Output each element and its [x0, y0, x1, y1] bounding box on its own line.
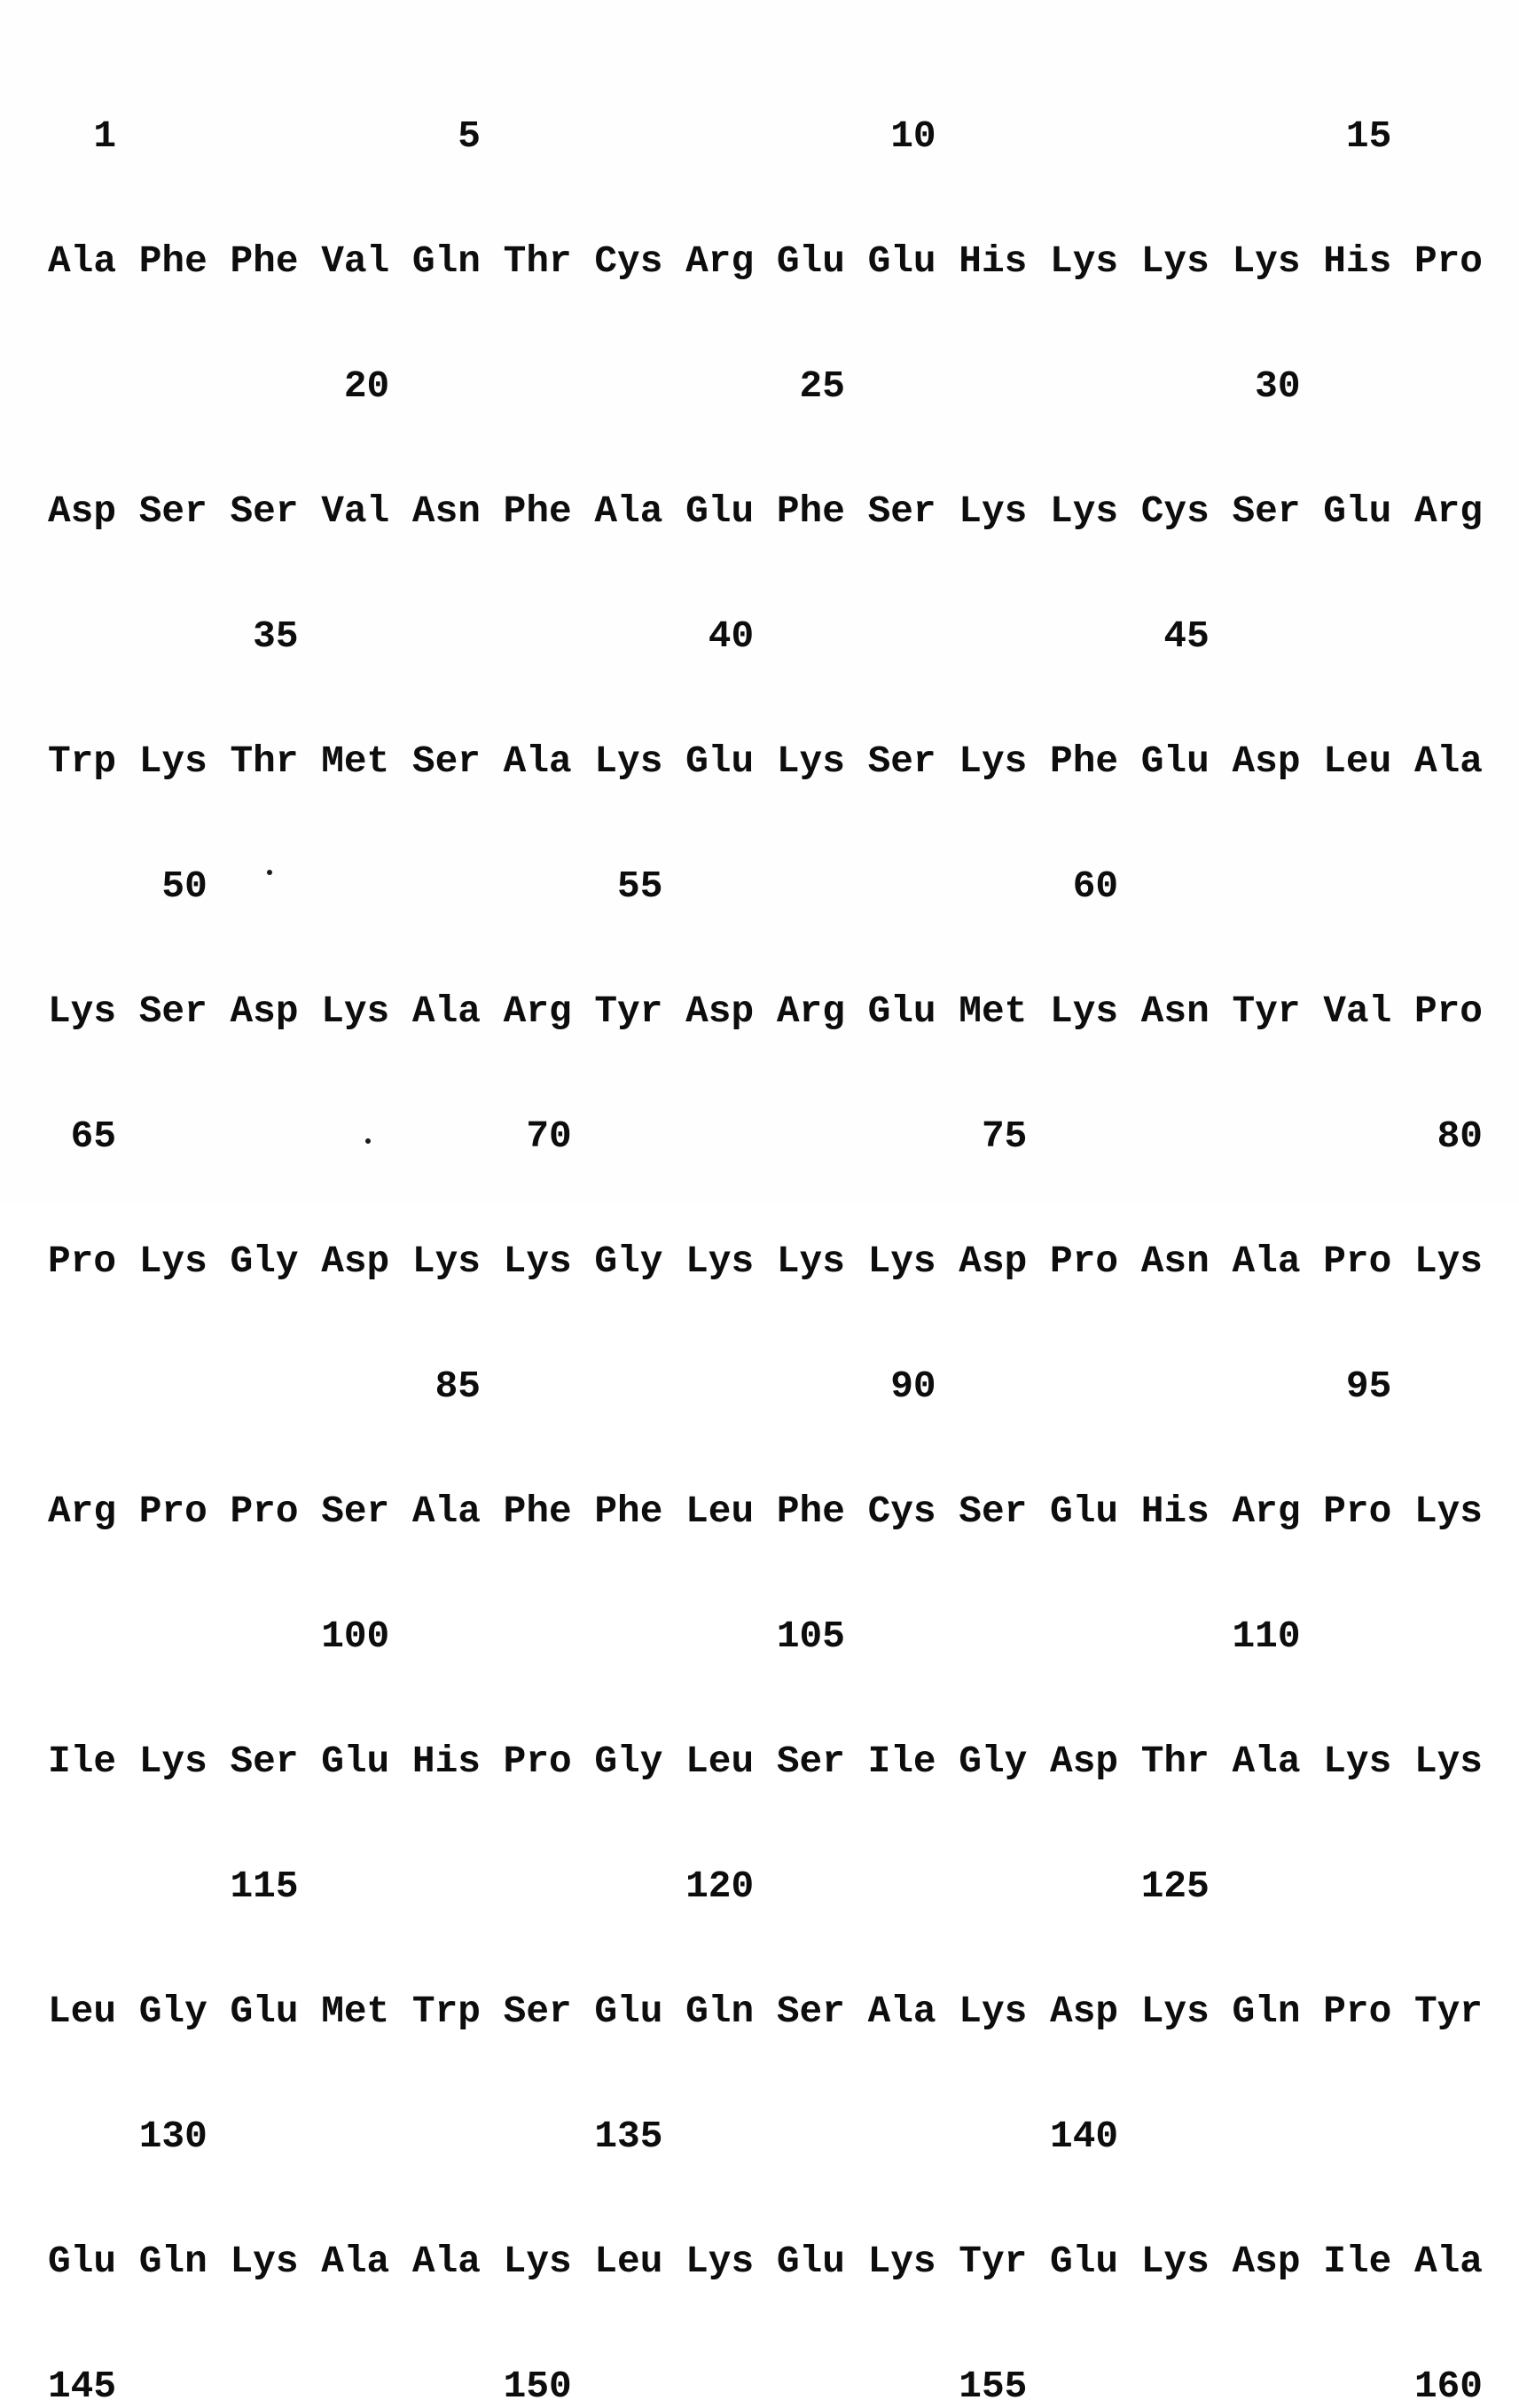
position-numbers-row: 85 90 95 [48, 1364, 1392, 1408]
residue-row: Glu Gln Lys Ala Ala Lys Leu Lys Glu Lys … [48, 2240, 1483, 2283]
position-numbers-row: 1 5 10 15 [48, 114, 1392, 158]
position-numbers-row: 115 120 125 [48, 1865, 1210, 1908]
residue-row: Ile Lys Ser Glu His Pro Gly Leu Ser Ile … [48, 1740, 1483, 1783]
position-numbers-row: 50 55 60 [48, 864, 1119, 908]
residue-row: Arg Pro Pro Ser Ala Phe Phe Leu Phe Cys … [48, 1489, 1483, 1533]
residue-row: Pro Lys Gly Asp Lys Lys Gly Lys Lys Lys … [48, 1239, 1483, 1283]
residue-row: Leu Gly Glu Met Trp Ser Glu Gln Ser Ala … [48, 1990, 1483, 2033]
residue-row: Ala Phe Phe Val Gln Thr Cys Arg Glu Glu … [48, 239, 1483, 283]
position-numbers-row: 100 105 110 [48, 1614, 1301, 1658]
scan-speck [365, 1138, 371, 1144]
sequence-listing-page: 1 5 10 15 Ala Phe Phe Val Gln Thr Cys Ar… [48, 115, 1483, 2407]
position-numbers-row: 65 70 75 80 [48, 1114, 1483, 1158]
sequence-listing: 1 5 10 15 Ala Phe Phe Val Gln Thr Cys Ar… [48, 32, 1483, 2408]
residue-row: Lys Ser Asp Lys Ala Arg Tyr Asp Arg Glu … [48, 989, 1483, 1033]
scan-speck [267, 870, 272, 875]
position-numbers-row: 35 40 45 [48, 614, 1210, 658]
position-numbers-row: 130 135 140 [48, 2115, 1119, 2158]
position-numbers-row: 145 150 155 160 [48, 2365, 1483, 2408]
residue-row: Asp Ser Ser Val Asn Phe Ala Glu Phe Ser … [48, 489, 1483, 533]
residue-row: Trp Lys Thr Met Ser Ala Lys Glu Lys Ser … [48, 739, 1483, 783]
position-numbers-row: 20 25 30 [48, 364, 1301, 408]
